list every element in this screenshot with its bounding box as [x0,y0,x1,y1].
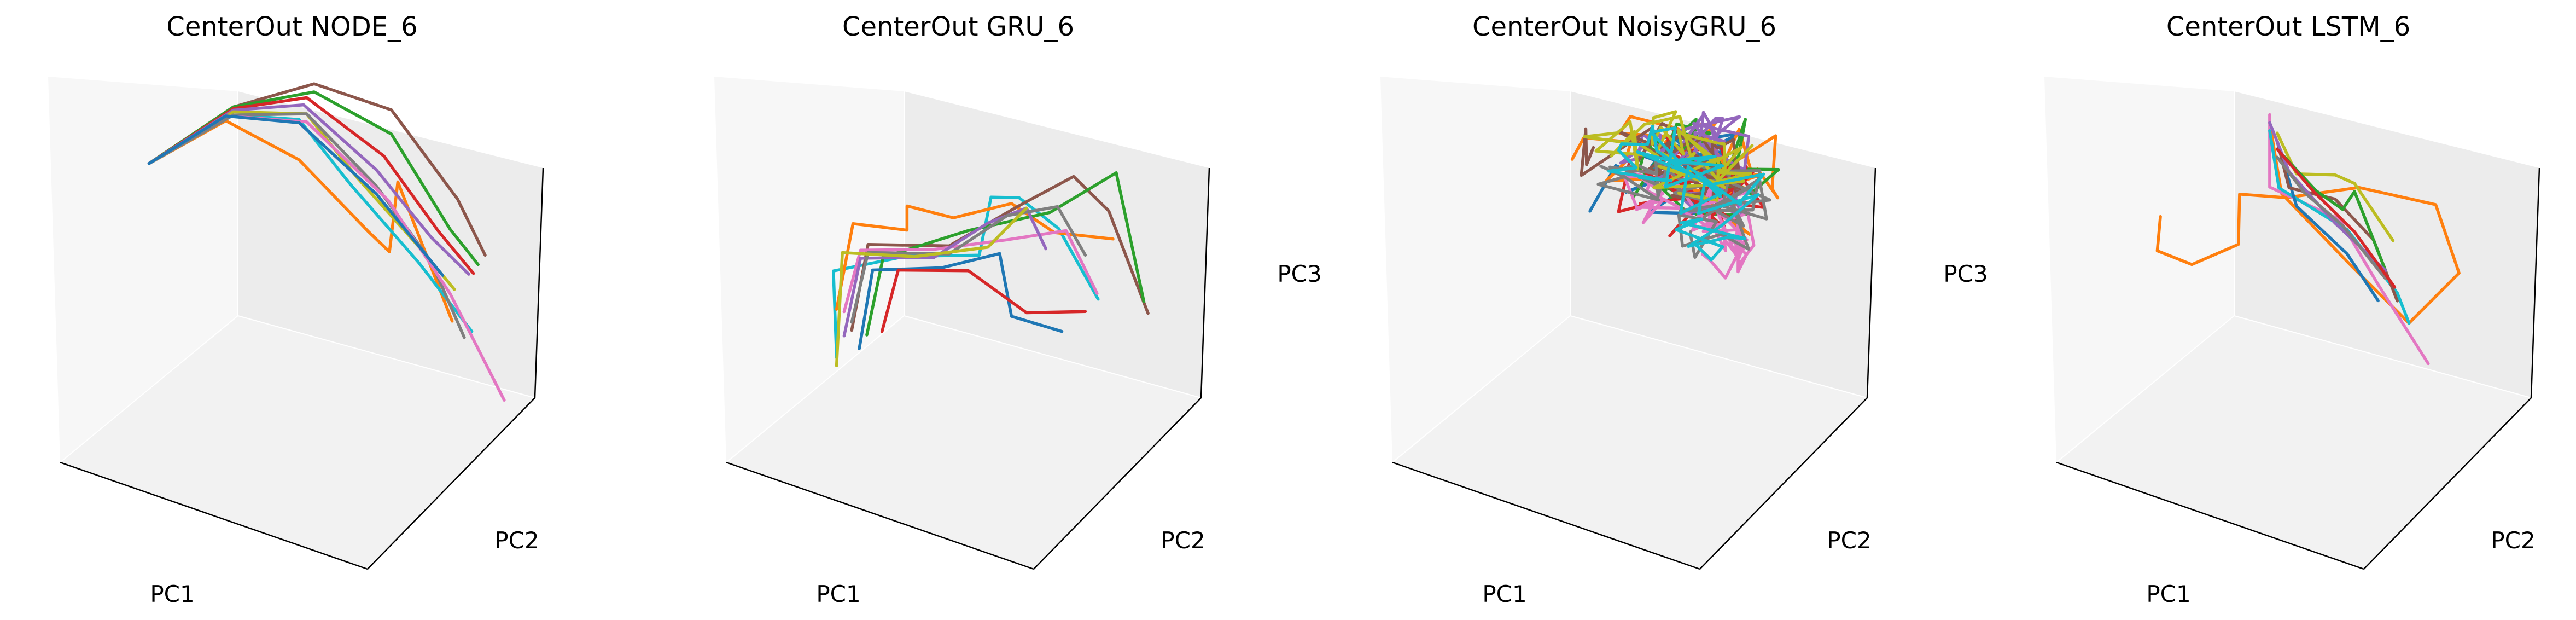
pane-edge [2056,315,2235,463]
subplot-1: CenterOut NODE_6 PC1 PC2 [48,11,544,607]
left-pane [2044,77,2234,462]
chart-title: CenterOut GRU_6 [842,11,1074,42]
series-line-7 [858,252,1064,350]
series-line-9 [835,206,1028,368]
x-axis-line [1392,461,1700,570]
series-line-2 [835,202,1115,311]
series-line-10 [880,268,1087,333]
floor-pane [60,316,535,569]
y-axis-label: PC2 [2491,527,2535,554]
pane-edge [237,315,535,398]
pane-edge [1392,315,1571,463]
pane-edge [904,315,1202,398]
chart-title: CenterOut NoisyGRU_6 [1472,11,1776,42]
chart-title: CenterOut NODE_6 [166,11,417,42]
z-axis-line [1200,167,1210,398]
left-pane [714,77,904,462]
y-axis-label: PC2 [1827,527,1871,554]
series-line-6 [2275,131,2395,242]
left-pane [48,77,238,462]
series-line-10 [2275,147,2397,289]
pane-edge [60,315,238,463]
x-axis-label: PC1 [2146,581,2190,607]
y-axis-label: PC2 [1161,527,1205,554]
back-pane [2234,91,2539,398]
series-line-9 [1583,110,1754,202]
x-axis-line [726,461,1034,570]
series-line-10 [147,114,445,277]
y-axis-label: PC2 [494,527,539,554]
y-axis-line [2363,397,2532,570]
x-axis-label: PC1 [816,581,860,607]
x-axis-line [60,461,368,570]
chart-title: CenterOut LSTM_6 [2166,11,2410,42]
z-axis-label: PC3 [1277,260,1321,287]
subplot-3: CenterOut NoisyGRU_6 PC1 PC2 PC3 [1380,11,1988,607]
series-line-2 [2268,113,2430,366]
z-axis-line [2530,167,2540,398]
floor-pane [2056,316,2531,569]
y-axis-line [367,397,535,570]
subplot-2: CenterOut GRU_6 PC1 PC2 PC3 [714,11,1322,607]
z-axis-label: PC3 [1943,260,1988,287]
series-line-5 [842,229,1099,314]
z-axis-line [1866,167,1876,398]
y-axis-line [1033,397,1202,570]
z-axis-line [534,167,544,398]
left-pane [1380,77,1570,462]
pane-edge [1570,315,1868,398]
series-line-8 [850,205,1087,324]
series-line-10 [1607,124,1765,262]
series-line-9 [2275,155,2387,280]
floor-pane [726,316,1201,569]
x-axis-label: PC1 [1482,581,1526,607]
series-line-7 [2275,147,2387,273]
x-axis-label: PC1 [150,581,194,607]
floor-pane [1392,316,1867,569]
series-line-3 [850,175,1150,332]
series-line-6 [842,206,1047,338]
back-pane [904,91,1209,398]
x-axis-line [2056,461,2364,570]
y-axis-line [1699,397,1868,570]
pane-edge [726,315,905,463]
pane-edge [2234,315,2532,398]
